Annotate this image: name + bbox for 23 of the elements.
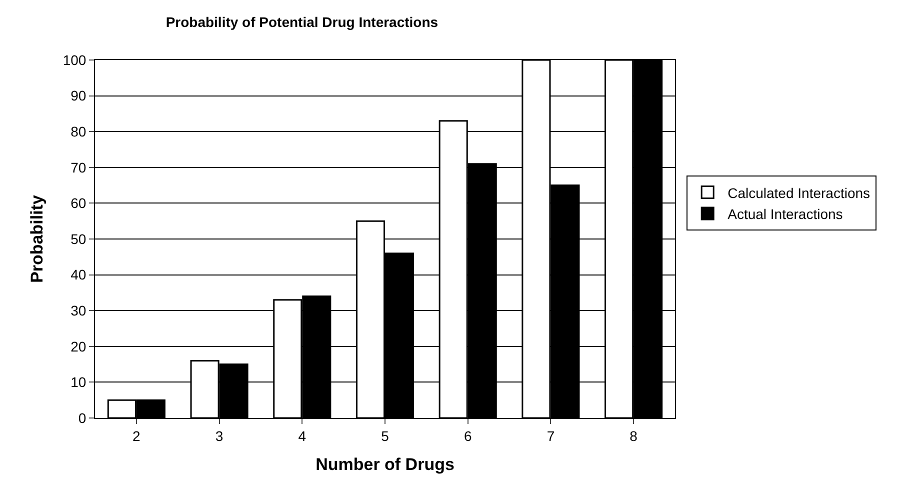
x-tick-label: 4: [298, 428, 306, 444]
y-tick-label: 0: [78, 410, 86, 426]
chart-title: Probability of Potential Drug Interactions: [166, 14, 438, 30]
x-tick-label: 8: [630, 428, 638, 444]
legend-label: Calculated Interactions: [728, 184, 870, 201]
y-tick-label: 10: [70, 374, 86, 390]
y-tick-label: 70: [70, 159, 86, 176]
legend-label: Actual Interactions: [728, 206, 843, 222]
y-axis-title: Probability: [27, 194, 46, 283]
y-tick-label: 80: [70, 124, 86, 140]
x-tick-label: 3: [215, 428, 224, 444]
y-tick-label: 100: [62, 52, 86, 68]
y-tick-label: 40: [70, 266, 86, 283]
x-tick-label: 7: [546, 428, 555, 444]
x-tick-label: 2: [132, 428, 141, 444]
y-tick-label: 90: [70, 88, 86, 104]
x-tick-label: 5: [381, 428, 390, 444]
y-tick-label: 60: [70, 195, 86, 212]
y-tick-label: 30: [70, 302, 86, 318]
x-axis-title: Number of Drugs: [316, 455, 454, 474]
x-tick-label: 6: [464, 428, 472, 444]
y-tick-label: 20: [70, 338, 86, 354]
y-tick-label: 50: [70, 230, 86, 247]
